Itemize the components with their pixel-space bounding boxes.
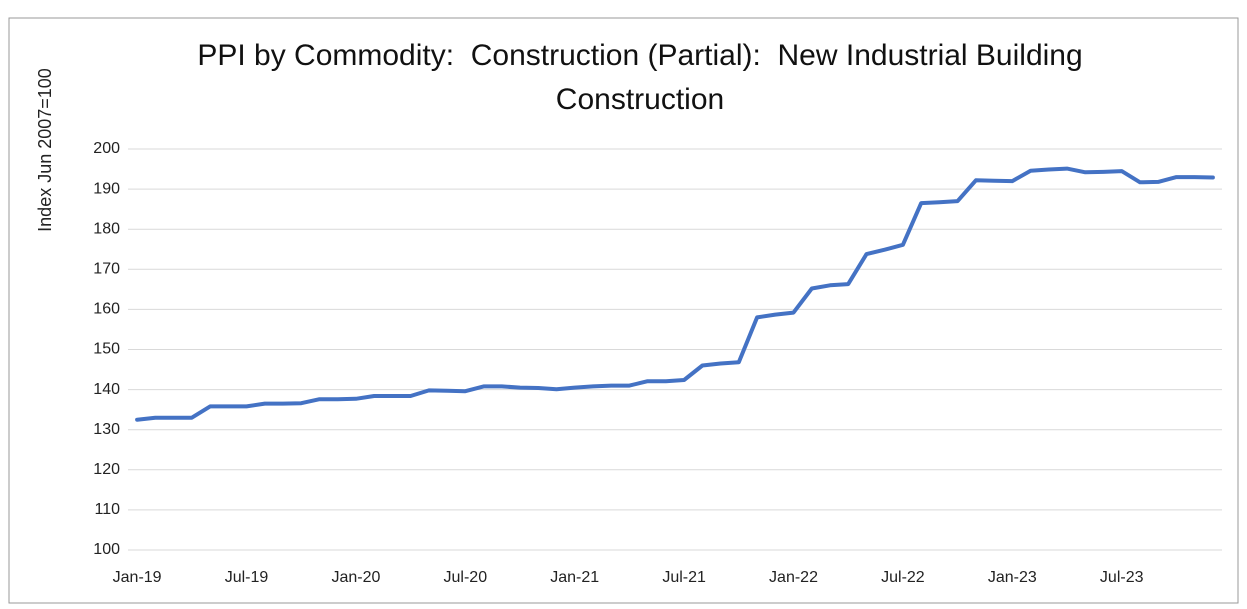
x-tick-label: Jul-20 — [444, 569, 488, 586]
data-line — [135, 166, 1215, 422]
y-tick-label: 200 — [93, 140, 120, 157]
y-tick-label: 170 — [93, 261, 120, 278]
y-tick-label: 190 — [93, 180, 120, 197]
y-tick-label: 180 — [93, 220, 120, 237]
y-tick-label: 120 — [93, 461, 120, 478]
chart-title: PPI by Commodity: Construction (Partial)… — [197, 39, 1092, 116]
x-tick-label: Jul-21 — [662, 569, 706, 586]
y-tick-label: 130 — [93, 421, 120, 438]
x-tick-label: Jan-22 — [769, 569, 818, 586]
x-tick-label: Jan-19 — [113, 569, 162, 586]
y-tick-label: 100 — [93, 541, 120, 558]
x-tick-label: Jan-20 — [331, 569, 380, 586]
chart-frame — [8, 17, 1239, 604]
y-tick-label: 110 — [94, 501, 120, 518]
x-tick-label: Jan-23 — [988, 569, 1037, 586]
x-tick-label: Jul-22 — [881, 569, 925, 586]
y-tick-label: 140 — [93, 381, 120, 398]
x-tick-label: Jul-23 — [1100, 569, 1144, 586]
y-tick-label: 150 — [93, 341, 120, 358]
x-tick-label: Jan-21 — [550, 569, 599, 586]
y-tick-label: 160 — [93, 301, 120, 318]
x-tick-label: Jul-19 — [225, 569, 269, 586]
y-axis-label: Index Jun 2007=100 — [35, 68, 55, 232]
